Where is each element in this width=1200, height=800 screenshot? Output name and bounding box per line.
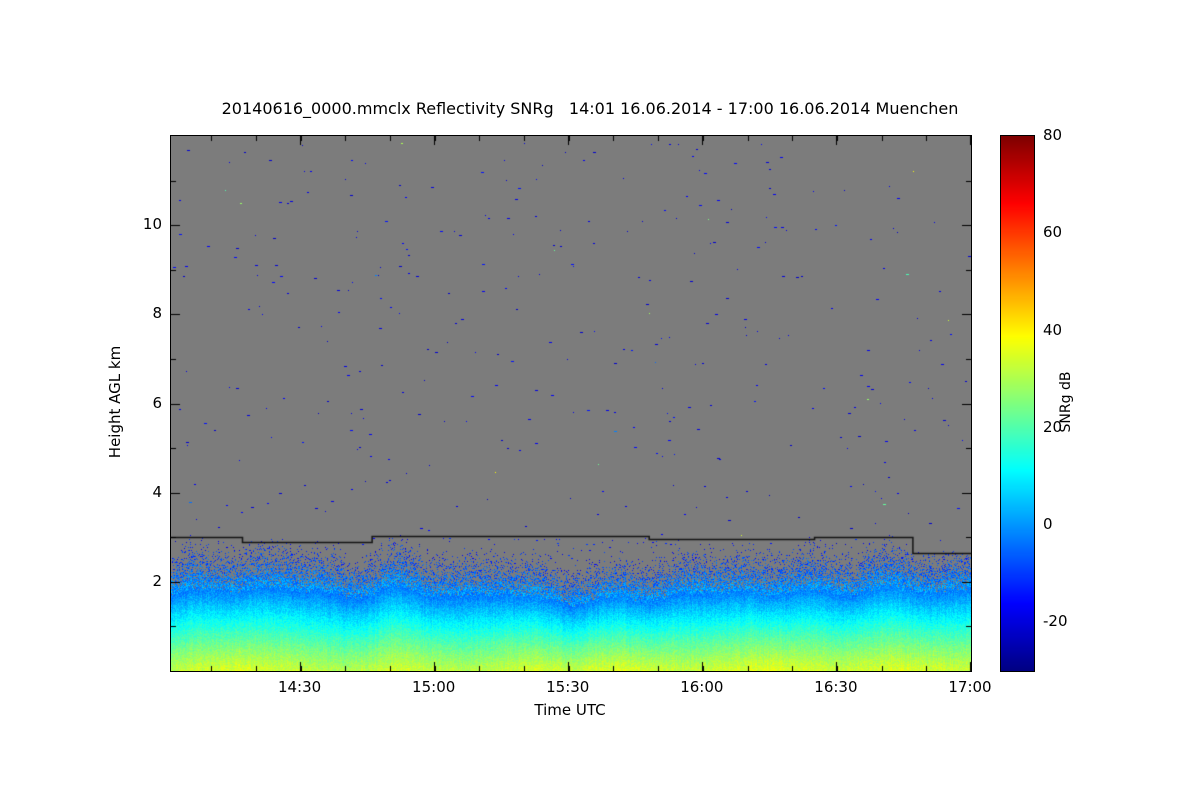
y-tick-label: 4 bbox=[152, 482, 162, 501]
y-tick-label: 6 bbox=[152, 393, 162, 412]
colorbar-tick-label: 0 bbox=[1043, 515, 1053, 534]
colorbar-tick-label: -20 bbox=[1043, 612, 1068, 631]
colorbar-gradient bbox=[1001, 136, 1034, 671]
x-tick-label: 14:30 bbox=[277, 678, 322, 696]
y-tick-label: 2 bbox=[152, 571, 162, 590]
colorbar-tick-label: 80 bbox=[1043, 126, 1063, 144]
x-tick-label: 16:00 bbox=[680, 678, 724, 696]
chart-title: 20140616_0000.mmclx Reflectivity SNRg 14… bbox=[221, 99, 959, 118]
colorbar bbox=[1000, 135, 1035, 672]
x-axis-label: Time UTC bbox=[534, 701, 606, 719]
x-tick-label: 15:00 bbox=[412, 678, 456, 696]
colorbar-tick-label: 20 bbox=[1043, 417, 1063, 436]
y-tick-label: 10 bbox=[142, 215, 162, 234]
x-tick-label: 16:30 bbox=[814, 678, 858, 696]
y-tick-label: 8 bbox=[152, 304, 162, 323]
x-tick-label: 17:00 bbox=[948, 678, 992, 696]
colorbar-tick-label: 60 bbox=[1043, 223, 1063, 242]
plot-area bbox=[170, 135, 972, 672]
colorbar-tick-label: 40 bbox=[1043, 320, 1063, 339]
x-tick-label: 15:30 bbox=[546, 678, 590, 696]
reflectivity-heatmap bbox=[171, 136, 971, 671]
